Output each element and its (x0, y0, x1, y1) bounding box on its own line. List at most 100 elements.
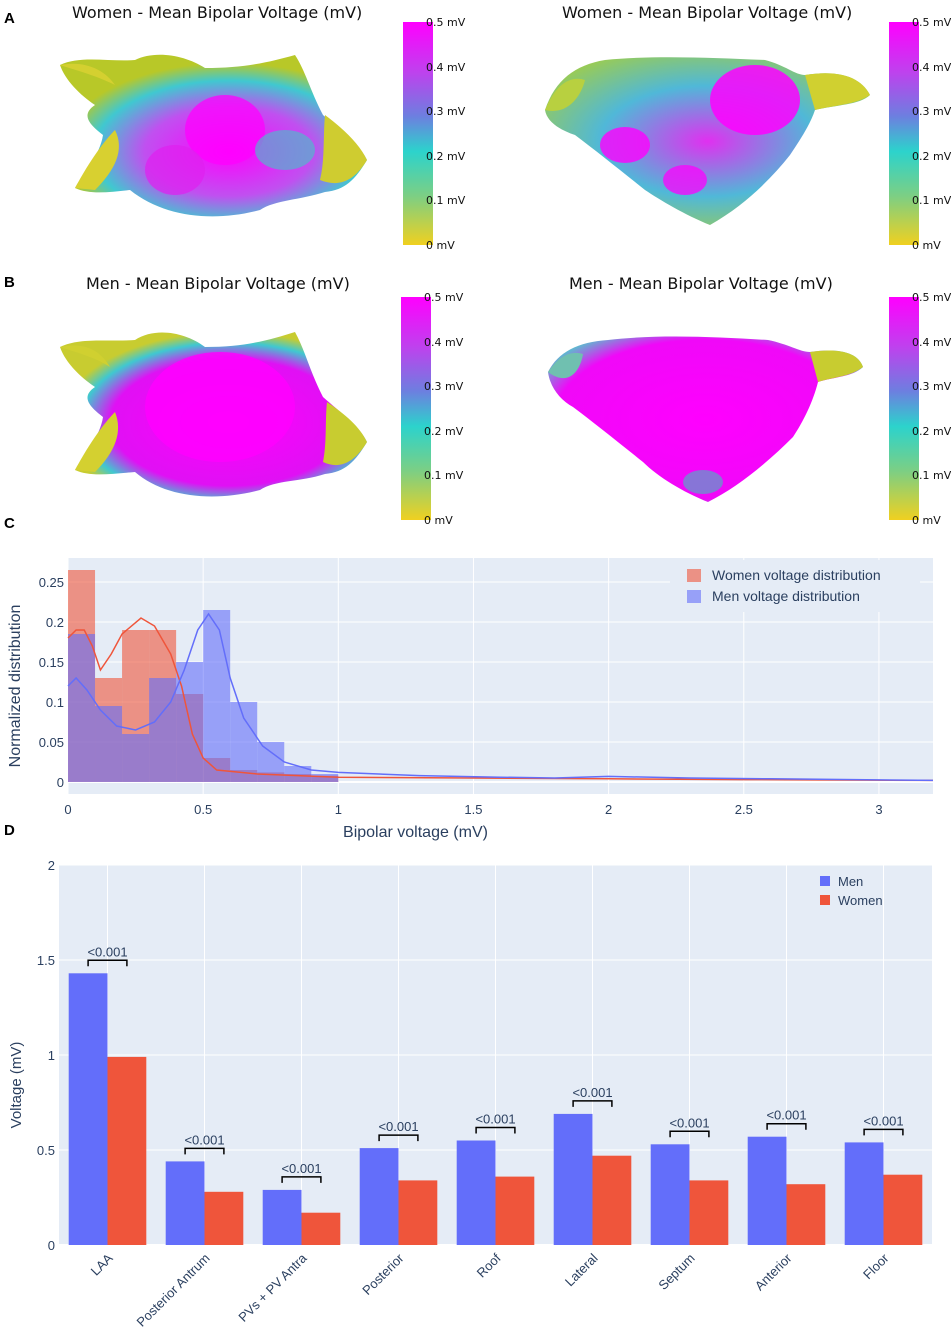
bar-men (844, 1142, 884, 1245)
x-tick-label: 0 (64, 802, 71, 817)
legend: Men Women (820, 874, 883, 908)
histogram-bar (122, 734, 150, 782)
category-label: Anterior (752, 1250, 795, 1293)
y-axis-title: Normalized distribution (7, 605, 24, 768)
colorbar-tick-label: 0.3 mV (912, 380, 951, 394)
bar-women (786, 1184, 826, 1245)
histogram-bar (257, 742, 285, 782)
bar-women (204, 1191, 244, 1245)
significance-label: <0.001 (184, 1132, 224, 1147)
colorbar-tick-label: 0.1 mV (912, 469, 951, 483)
colorbar-tick-label: 0 mV (424, 514, 453, 527)
y-tick-label: 0.05 (39, 735, 64, 750)
y-tick-label: 0.5 (37, 1143, 55, 1158)
y-tick-label: 1.5 (37, 953, 55, 968)
significance-bracket (475, 1126, 516, 1134)
colorbar-tick-label: 0.5 mV (424, 291, 464, 304)
bar-women (107, 1056, 147, 1245)
histogram-bar (149, 678, 177, 782)
x-tick-label: 1.5 (464, 802, 482, 817)
significance-label: <0.001 (669, 1115, 709, 1130)
y-tick-label: 2 (48, 858, 55, 873)
colorbar-tick-label: 0.1 mV (424, 469, 464, 483)
map-title-women-left: Women - Mean Bipolar Voltage (mV) (72, 3, 363, 22)
colorbar-tick-label: 0.5 mV (912, 16, 951, 29)
significance-bracket (766, 1122, 807, 1130)
significance-bracket (572, 1100, 613, 1107)
panel-letter-b: B (4, 274, 15, 291)
colorbar-women-right (889, 22, 919, 245)
x-tick-label: 3 (875, 802, 882, 817)
colorbar-tick-label: 0 mV (912, 239, 941, 252)
category-label: Roof (474, 1250, 504, 1280)
colorbar-tick-label: 0.4 mV (912, 60, 951, 74)
atrium-mesh-men-right (548, 336, 863, 502)
bar-women (301, 1212, 341, 1245)
map-title-men-right: Men - Mean Bipolar Voltage (mV) (569, 274, 833, 293)
x-tick-label: 2.5 (735, 802, 753, 817)
colorbar-tick-label: 0.3 mV (426, 105, 466, 119)
legend-swatch (687, 569, 701, 582)
histogram-bar (68, 634, 96, 782)
colorbar-tick-label: 0.4 mV (426, 60, 466, 74)
y-tick-label: 0.1 (46, 695, 64, 710)
colorbar-men-left (401, 297, 431, 520)
voltage-distribution-chart: 0 0.5 1 1.5 2 2.5 3 0 0.05 0.1 0.15 0.2 0.25 Women vo… (7, 558, 934, 841)
legend-label: Men (838, 874, 863, 889)
colorbar-tick-label: 0.2 mV (424, 424, 464, 438)
category-label: Septum (655, 1251, 697, 1293)
legend-label: Women voltage distribution (712, 567, 881, 583)
colorbar-tick-label: 0.1 mV (912, 194, 951, 208)
category-label: Lateral (562, 1250, 601, 1289)
y-axis-title: Voltage (mV) (8, 1042, 25, 1129)
colorbar-tick-label: 0.1 mV (426, 194, 466, 208)
category-label: Posterior (359, 1250, 407, 1298)
bar-men (456, 1140, 496, 1245)
legend-swatch (820, 876, 830, 886)
colorbar-tick-label: 0.5 mV (426, 16, 466, 29)
legend-box (670, 560, 920, 612)
bar-men (747, 1136, 787, 1245)
bar-men (359, 1148, 399, 1245)
x-axis-title: Bipolar voltage (mV) (343, 824, 488, 841)
kde-line (67, 612, 934, 782)
significance-label: <0.001 (766, 1108, 806, 1123)
colorbar-tick-label: 0.3 mV (424, 380, 464, 394)
significance-label: <0.001 (281, 1161, 321, 1176)
legend-swatch (687, 590, 701, 603)
category-label: Floor (860, 1250, 892, 1282)
regional-voltage-bar-chart: 0 0.5 1 1.5 2 <0.001 LAA <0.001 Posterior Antrum… (8, 858, 932, 1330)
bar-men (553, 1113, 593, 1245)
colorbar-tick-label: 0 mV (426, 239, 455, 252)
colorbar-tick-label: 0.2 mV (912, 424, 951, 438)
y-tick-label: 1 (48, 1048, 55, 1063)
histogram-bar (203, 610, 231, 782)
panel-letter-a: A (4, 10, 15, 27)
significance-label: <0.001 (863, 1113, 903, 1128)
histogram-bar (311, 774, 339, 782)
colorbar-tick-label: 0.3 mV (912, 105, 951, 119)
map-title-women-right: Women - Mean Bipolar Voltage (mV) (562, 3, 853, 22)
category-label: Posterior Antrum (134, 1251, 213, 1330)
colorbar-tick-label: 0.5 mV (912, 291, 951, 304)
atrium-mesh-women-right (545, 57, 870, 225)
legend: Women voltage distribution Men voltage di… (670, 560, 920, 612)
y-tick-label: 0 (57, 775, 64, 790)
bar-men (68, 973, 108, 1245)
colorbar-tick-label: 0.4 mV (912, 335, 951, 349)
panel-letter-d: D (4, 822, 15, 839)
y-tick-label: 0.15 (39, 655, 64, 670)
panel-letter-c: C (4, 515, 15, 532)
colorbar-tick-label: 0.4 mV (424, 335, 464, 349)
y-tick-label: 0 (48, 1238, 55, 1253)
x-tick-label: 2 (605, 802, 612, 817)
bar-men (262, 1189, 302, 1245)
x-tick-label: 1 (335, 802, 342, 817)
atrium-mesh-women-left (60, 54, 367, 217)
legend-label: Women (838, 893, 883, 908)
colorbar-men-right (889, 297, 919, 520)
colorbar-tick-label: 0 mV (912, 514, 941, 527)
histogram-bar (284, 766, 312, 782)
y-tick-label: 0.25 (39, 575, 64, 590)
map-title-men-left: Men - Mean Bipolar Voltage (mV) (86, 274, 350, 293)
